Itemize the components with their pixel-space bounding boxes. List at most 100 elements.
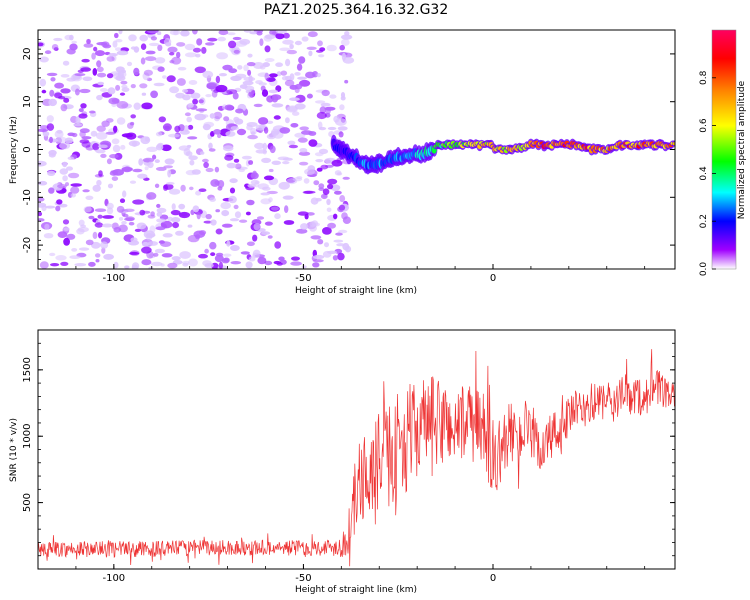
noise-blob	[48, 153, 56, 158]
noise-blob	[103, 253, 114, 260]
noise-blob	[125, 132, 137, 140]
noise-blob	[88, 261, 96, 267]
noise-blob	[96, 60, 102, 68]
noise-blob	[233, 49, 240, 54]
noise-blob	[106, 202, 114, 210]
noise-blob	[259, 38, 264, 46]
noise-blob	[298, 151, 311, 156]
noise-blob	[168, 188, 181, 195]
noise-blob	[141, 259, 152, 266]
colorbar-tick-label: 0.0	[699, 262, 709, 277]
noise-blob	[228, 195, 237, 204]
noise-blob	[326, 207, 332, 213]
noise-blob	[67, 156, 75, 160]
noise-blob	[242, 80, 254, 86]
y-tick-label: 1500	[22, 357, 33, 382]
noise-blob	[129, 180, 137, 184]
noise-blob	[335, 118, 347, 126]
noise-blob	[50, 77, 56, 82]
noise-blob	[202, 158, 209, 163]
noise-blob	[166, 75, 176, 83]
noise-blob	[179, 251, 191, 259]
noise-blob	[97, 214, 103, 219]
noise-blob	[182, 89, 189, 93]
noise-blob	[260, 192, 271, 196]
noise-blob	[295, 83, 303, 90]
noise-blob	[274, 241, 282, 249]
noise-blob	[141, 102, 153, 110]
noise-blob	[140, 57, 146, 65]
noise-blob	[264, 45, 271, 53]
noise-blob	[342, 176, 350, 180]
noise-blob	[271, 160, 282, 165]
noise-blob	[164, 158, 175, 165]
noise-blob	[307, 31, 318, 38]
noise-blob	[119, 198, 126, 203]
noise-blob	[223, 257, 230, 263]
noise-blob	[260, 198, 272, 205]
noise-blob	[306, 212, 315, 216]
noise-blob	[38, 160, 47, 167]
noise-blob	[195, 234, 201, 240]
noise-blob	[121, 84, 128, 89]
noise-blob	[317, 40, 323, 47]
noise-blob	[224, 104, 234, 111]
noise-blob	[317, 121, 323, 129]
noise-blob	[255, 80, 263, 85]
noise-blob	[178, 211, 191, 219]
noise-blob	[320, 164, 329, 170]
noise-blob	[140, 136, 151, 145]
noise-blob	[106, 158, 112, 165]
noise-blob	[314, 100, 326, 104]
noise-blob	[128, 34, 137, 42]
noise-blob	[71, 40, 77, 44]
noise-blob	[280, 70, 288, 76]
noise-blob	[243, 64, 249, 72]
noise-blob	[176, 78, 186, 86]
noise-blob	[240, 251, 250, 255]
noise-blob	[273, 115, 281, 120]
noise-blob	[161, 253, 173, 258]
noise-blob	[82, 76, 93, 82]
noise-blob	[198, 230, 207, 236]
noise-blob	[218, 30, 229, 36]
noise-blob	[158, 116, 166, 123]
noise-blob	[322, 227, 332, 235]
noise-blob	[232, 36, 242, 41]
noise-blob	[235, 108, 244, 114]
noise-blob	[308, 139, 318, 147]
noise-blob	[121, 220, 127, 225]
noise-blob	[116, 205, 125, 213]
spectrogram-y-axis-label: Frequency (Hz)	[9, 116, 19, 184]
noise-blob	[313, 180, 320, 186]
noise-blob	[46, 115, 54, 123]
colorbar-gradient	[712, 30, 736, 269]
noise-blob	[148, 266, 154, 269]
noise-blob	[204, 263, 214, 268]
noise-blob	[310, 197, 319, 205]
noise-blob	[340, 34, 353, 40]
noise-blob	[321, 89, 330, 97]
noise-blob	[233, 116, 240, 123]
noise-blob	[186, 144, 192, 148]
noise-blob	[58, 203, 68, 208]
noise-blob	[153, 82, 165, 87]
noise-blob	[83, 43, 94, 48]
noise-blob	[95, 253, 101, 258]
noise-blob	[263, 126, 269, 134]
noise-blob	[228, 40, 237, 49]
noise-blob	[38, 197, 45, 202]
noise-blob	[253, 103, 263, 108]
noise-blob	[233, 204, 239, 210]
noise-blob	[245, 261, 253, 269]
noise-blob	[246, 199, 255, 206]
noise-blob	[214, 166, 220, 173]
noise-blob	[95, 149, 106, 154]
noise-blob	[48, 187, 55, 194]
noise-blob	[289, 43, 294, 50]
noise-blob	[206, 81, 218, 89]
noise-blob	[121, 166, 133, 173]
noise-blob	[38, 128, 49, 132]
noise-blob	[299, 79, 311, 87]
